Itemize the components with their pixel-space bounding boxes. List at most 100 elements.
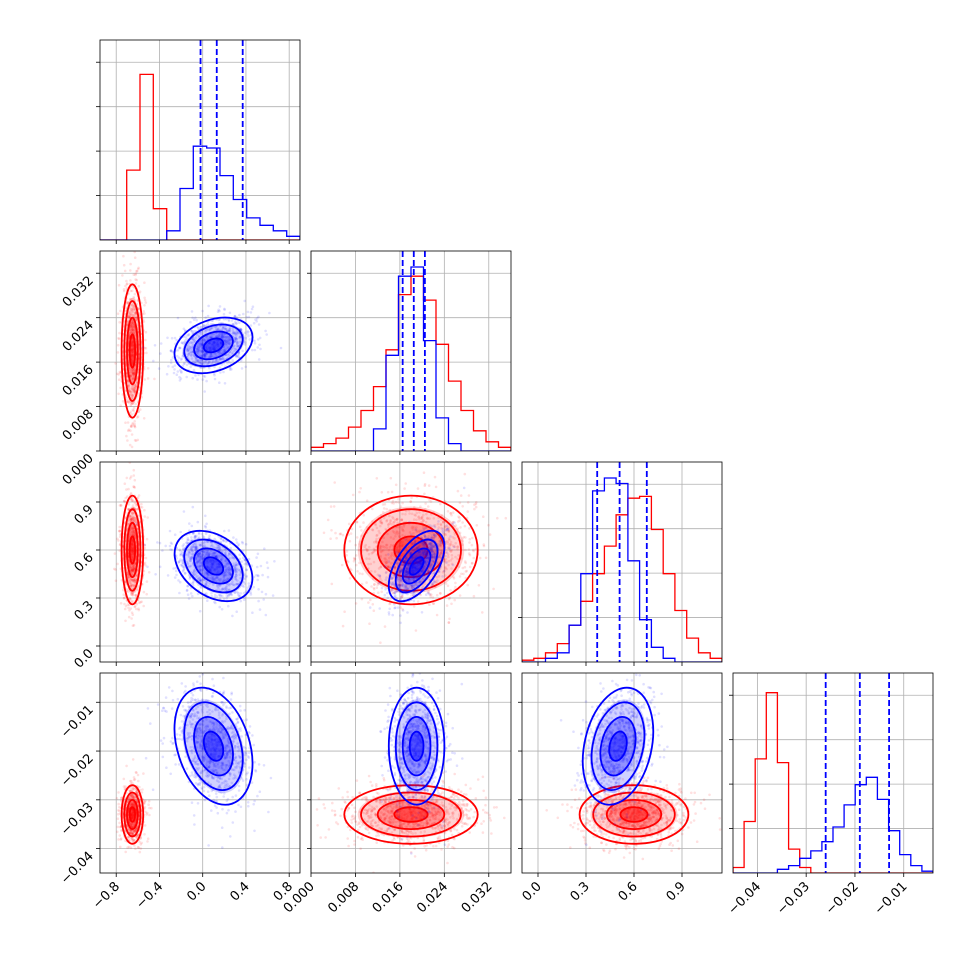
scatter-point bbox=[126, 323, 129, 326]
scatter-point bbox=[482, 515, 485, 518]
scatter-point bbox=[223, 308, 226, 312]
scatter-point bbox=[130, 591, 134, 595]
scatter-point bbox=[159, 342, 163, 345]
scatter-point bbox=[181, 561, 185, 565]
scatter-point bbox=[196, 349, 200, 353]
scatter-point bbox=[218, 565, 221, 569]
scatter-point bbox=[175, 338, 178, 342]
scatter-point bbox=[217, 562, 220, 566]
scatter-point bbox=[223, 559, 227, 563]
scatter-point bbox=[213, 373, 216, 377]
scatter-point bbox=[213, 568, 217, 572]
scatter-point bbox=[169, 349, 173, 353]
scatter-point bbox=[238, 594, 241, 598]
scatter-point bbox=[224, 573, 227, 577]
scatter-point bbox=[190, 552, 194, 556]
scatter-point bbox=[194, 316, 197, 320]
scatter-point bbox=[212, 545, 215, 549]
scatter-point bbox=[244, 336, 248, 340]
scatter-point bbox=[128, 564, 132, 567]
scatter-point bbox=[216, 339, 220, 343]
scatter-point bbox=[239, 335, 242, 339]
scatter-point bbox=[257, 315, 260, 319]
scatter-point bbox=[214, 346, 217, 350]
scatter-point bbox=[239, 328, 243, 332]
scatter-point bbox=[238, 313, 241, 317]
scatter-point bbox=[219, 341, 222, 344]
scatter-point bbox=[177, 560, 181, 563]
scatter-point bbox=[190, 547, 193, 551]
scatter-point bbox=[140, 502, 143, 506]
scatter-point bbox=[212, 568, 216, 571]
scatter-point bbox=[131, 371, 135, 375]
scatter-point bbox=[221, 587, 224, 591]
scatter-point bbox=[131, 350, 134, 354]
scatter-point bbox=[265, 561, 269, 564]
scatter-point bbox=[133, 299, 137, 302]
scatter-point bbox=[200, 561, 203, 565]
scatter-point bbox=[132, 570, 135, 574]
scatter-point bbox=[130, 325, 133, 328]
scatter-point bbox=[190, 357, 194, 360]
scatter-point bbox=[210, 326, 213, 330]
scatter-point bbox=[183, 361, 186, 365]
scatter-point bbox=[212, 342, 215, 346]
scatter-point bbox=[124, 619, 127, 623]
scatter-point bbox=[223, 529, 226, 533]
scatter-point bbox=[243, 573, 246, 576]
scatter-point bbox=[154, 573, 157, 576]
scatter-point bbox=[144, 338, 147, 342]
scatter-point bbox=[181, 354, 184, 358]
scatter-point bbox=[130, 593, 133, 596]
scatter-point bbox=[170, 358, 173, 362]
scatter-point bbox=[380, 590, 384, 594]
scatter-point bbox=[193, 534, 197, 538]
scatter-point bbox=[132, 565, 135, 569]
scatter-point bbox=[200, 338, 203, 342]
scatter-point bbox=[470, 543, 474, 547]
scatter-point bbox=[132, 519, 136, 522]
scatter-point bbox=[372, 609, 376, 612]
scatter-point bbox=[306, 570, 309, 573]
scatter-point bbox=[179, 552, 182, 555]
scatter-point bbox=[186, 538, 189, 542]
scatter-point bbox=[369, 598, 372, 602]
contour-series-0 bbox=[126, 521, 139, 579]
scatter-point bbox=[244, 343, 247, 346]
scatter-point bbox=[127, 575, 131, 579]
scatter-point bbox=[332, 505, 336, 508]
scatter-point bbox=[234, 563, 238, 567]
scatter-point bbox=[130, 617, 133, 620]
scatter-point bbox=[230, 553, 233, 557]
scatter-point bbox=[199, 585, 202, 588]
scatter-point bbox=[347, 522, 351, 526]
scatter-point bbox=[453, 598, 457, 602]
scatter-point bbox=[208, 573, 212, 576]
scatter-point bbox=[213, 551, 216, 555]
scatter-point bbox=[187, 353, 190, 357]
scatter-point bbox=[234, 569, 238, 573]
scatter-point bbox=[190, 548, 193, 551]
scatter-point bbox=[126, 400, 130, 404]
scatter-point bbox=[210, 561, 214, 565]
scatter-point bbox=[239, 599, 242, 603]
scatter-point bbox=[256, 578, 260, 582]
scatter-point bbox=[213, 341, 216, 344]
scatter-point bbox=[128, 581, 132, 584]
scatter-point bbox=[394, 500, 398, 504]
scatter-point bbox=[225, 327, 228, 331]
scatter-point bbox=[452, 577, 456, 580]
scatter-point bbox=[475, 524, 479, 527]
scatter-point bbox=[132, 568, 136, 571]
scatter-point bbox=[136, 375, 139, 379]
scatter-point bbox=[208, 341, 211, 345]
scatter-point bbox=[130, 445, 134, 449]
scatter-point bbox=[217, 328, 220, 332]
scatter-point bbox=[218, 605, 221, 609]
scatter-point bbox=[260, 590, 264, 594]
scatter-point bbox=[230, 368, 233, 371]
scatter-point bbox=[124, 496, 127, 500]
scatter-point bbox=[427, 505, 430, 508]
scatter-point bbox=[262, 598, 266, 601]
scatter-point bbox=[212, 577, 215, 580]
